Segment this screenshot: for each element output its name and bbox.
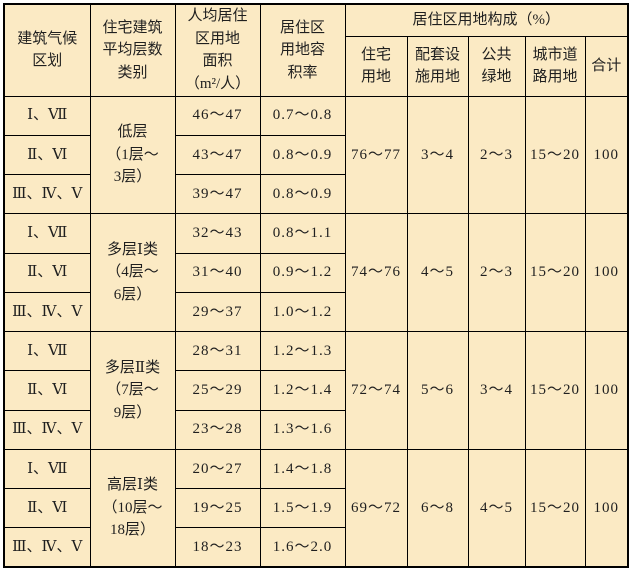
far-cell: 1.6～2.0	[259, 527, 346, 568]
header-residential-land: 住宅 用地	[344, 35, 408, 97]
area-cell: 18～23	[174, 527, 261, 568]
far-cell: 1.2～1.3	[259, 330, 346, 372]
header-climate-zone: 建筑气候 区划	[3, 3, 91, 97]
area-cell: 29～37	[174, 291, 261, 333]
area-cell: 43～47	[174, 134, 261, 176]
table-row: Ⅲ、Ⅳ、Ⅴ 29～37 1.0～1.2	[3, 291, 628, 333]
facilities-land-cell: 5～6	[406, 331, 469, 450]
category-cell: 高层Ⅰ类 （10层～ 18层）	[89, 448, 176, 568]
header-public-green: 公共 绿地	[467, 35, 526, 97]
public-green-cell: 2～3	[467, 95, 526, 215]
table-row: Ⅲ、Ⅳ、Ⅴ 39～47 0.8～0.9	[3, 173, 628, 215]
city-road-cell: 15～20	[524, 95, 586, 215]
table-row: Ⅲ、Ⅳ、Ⅴ 23～28 1.3～1.6	[3, 409, 628, 450]
far-cell: 0.8～0.9	[259, 173, 346, 215]
zone-cell: Ⅲ、Ⅳ、Ⅴ	[3, 527, 91, 568]
area-cell: 31～40	[174, 252, 261, 293]
table-row: Ⅱ、Ⅵ 43～47 0.8～0.9	[3, 134, 628, 176]
far-cell: 0.8～1.1	[259, 213, 346, 254]
header-city-road: 城市道 路用地	[524, 35, 586, 97]
far-cell: 1.2～1.4	[259, 370, 346, 411]
far-cell: 1.4～1.8	[259, 448, 346, 490]
header-composition-title: 居住区用地构成（%）	[344, 3, 629, 37]
category-cell: 多层Ⅱ类 （7层～ 9层）	[89, 331, 176, 450]
total-cell: 100	[584, 331, 629, 450]
public-green-cell: 2～3	[467, 213, 526, 332]
table-row: Ⅲ、Ⅳ、Ⅴ 18～23 1.6～2.0	[3, 527, 628, 568]
public-green-cell: 4～5	[467, 448, 526, 568]
category-cell: 多层Ⅰ类 （4层～ 6层）	[89, 213, 176, 332]
far-cell: 0.7～0.8	[259, 95, 346, 136]
zone-cell: Ⅲ、Ⅳ、Ⅴ	[3, 291, 91, 333]
total-cell: 100	[584, 448, 629, 568]
public-green-cell: 3～4	[467, 331, 526, 450]
area-cell: 32～43	[174, 213, 261, 254]
city-road-cell: 15～20	[524, 213, 586, 332]
table-row: Ⅰ、Ⅶ 高层Ⅰ类 （10层～ 18层） 20～27 1.4～1.8 69～72 …	[3, 448, 629, 568]
zone-cell: Ⅱ、Ⅵ	[3, 252, 91, 293]
far-cell: 1.3～1.6	[259, 409, 346, 450]
table-row: Ⅰ、Ⅶ 多层Ⅱ类 （7层～ 9层） 28～31 1.2～1.3 72～74 5～…	[3, 330, 629, 450]
zone-cell: Ⅲ、Ⅳ、Ⅴ	[3, 409, 91, 450]
zone-cell: Ⅰ、Ⅶ	[3, 213, 91, 254]
header-total: 合计	[584, 35, 629, 97]
table-row: Ⅱ、Ⅵ 25～29 1.2～1.4	[3, 370, 628, 411]
zone-cell: Ⅰ、Ⅶ	[3, 95, 91, 136]
area-cell: 20～27	[174, 448, 261, 490]
table-row: Ⅰ、Ⅶ 低层 （1层～ 3层） 46～47 0.7～0.8 76～77 3～4 …	[3, 95, 629, 215]
zone-cell: Ⅱ、Ⅵ	[3, 134, 91, 176]
residential-land-use-table: 建筑气候 区划 住宅建筑 平均层数 类别 人均居住 区用地 面积 （m²/人） …	[3, 3, 630, 568]
residential-land-cell: 74～76	[344, 213, 408, 332]
area-cell: 39～47	[174, 173, 261, 215]
zone-cell: Ⅱ、Ⅵ	[3, 487, 91, 529]
city-road-cell: 15～20	[524, 448, 586, 568]
header-per-capita-area: 人均居住 区用地 面积 （m²/人）	[174, 3, 261, 97]
area-cell: 28～31	[174, 330, 261, 372]
header-floor-area-ratio: 居住区 用地容 积率	[259, 3, 346, 97]
zone-cell: Ⅰ、Ⅶ	[3, 448, 91, 490]
total-cell: 100	[584, 213, 629, 332]
facilities-land-cell: 6～8	[406, 448, 469, 568]
area-cell: 25～29	[174, 370, 261, 411]
area-cell: 23～28	[174, 409, 261, 450]
far-cell: 0.8～0.9	[259, 134, 346, 176]
facilities-land-cell: 3～4	[406, 95, 469, 215]
far-cell: 0.9～1.2	[259, 252, 346, 293]
residential-land-cell: 72～74	[344, 331, 408, 450]
zone-cell: Ⅰ、Ⅶ	[3, 330, 91, 372]
facilities-land-cell: 4～5	[406, 213, 469, 332]
table-row: Ⅱ、Ⅵ 31～40 0.9～1.2	[3, 252, 628, 293]
city-road-cell: 15～20	[524, 331, 586, 450]
header-facilities-land: 配套设 施用地	[406, 35, 469, 97]
zone-cell: Ⅲ、Ⅳ、Ⅴ	[3, 173, 91, 215]
residential-land-cell: 76～77	[344, 95, 408, 215]
zone-cell: Ⅱ、Ⅵ	[3, 370, 91, 411]
area-cell: 19～25	[174, 487, 261, 529]
area-cell: 46～47	[174, 95, 261, 136]
header-building-type: 住宅建筑 平均层数 类别	[89, 3, 176, 97]
table-row: Ⅱ、Ⅵ 19～25 1.5～1.9	[3, 487, 628, 529]
table-row: Ⅰ、Ⅶ 多层Ⅰ类 （4层～ 6层） 32～43 0.8～1.1 74～76 4～…	[3, 213, 629, 332]
total-cell: 100	[584, 95, 629, 215]
residential-land-cell: 69～72	[344, 448, 408, 568]
category-cell: 低层 （1层～ 3层）	[89, 95, 176, 215]
far-cell: 1.5～1.9	[259, 487, 346, 529]
far-cell: 1.0～1.2	[259, 291, 346, 333]
